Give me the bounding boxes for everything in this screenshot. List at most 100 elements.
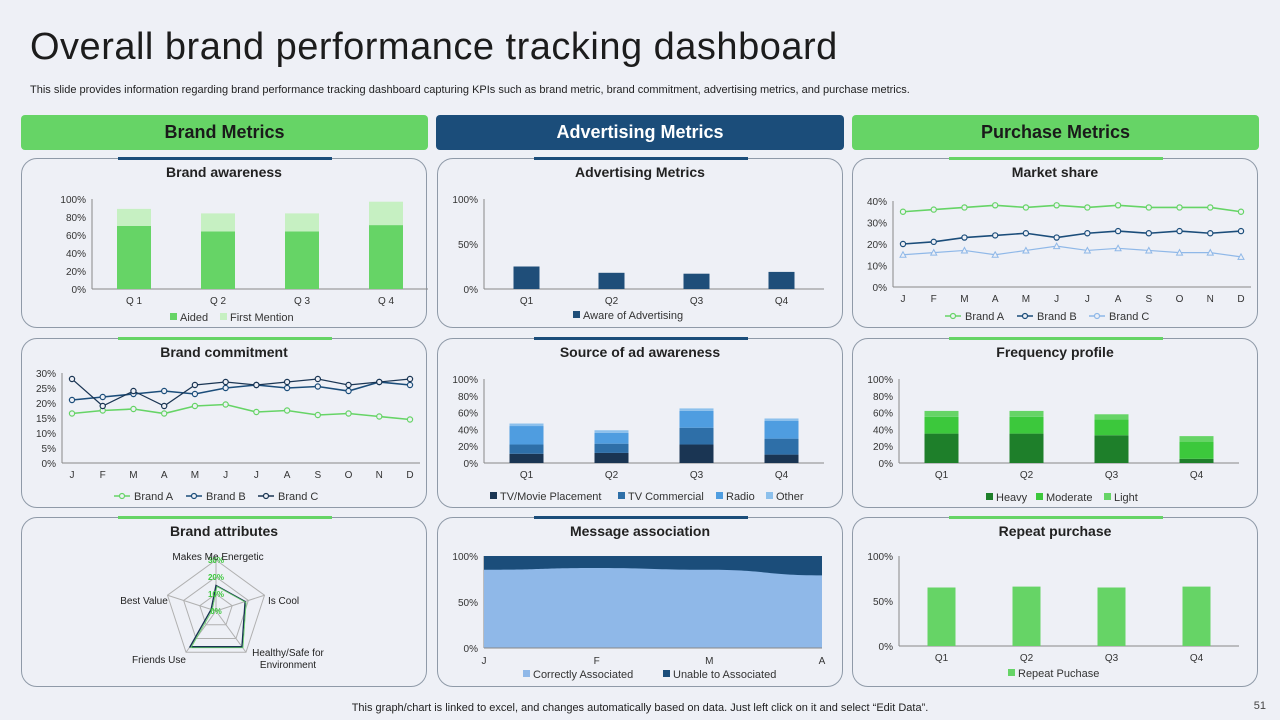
x-tick-label: D: [1237, 294, 1244, 305]
y-tick-label: 100%: [60, 195, 86, 206]
legend-label: Moderate: [1046, 492, 1092, 504]
bar-segment: [764, 418, 799, 421]
x-tick-label: J: [254, 470, 259, 481]
y-tick-label: 100%: [867, 552, 893, 563]
radar-axis-label: Best Value: [120, 596, 168, 607]
data-point: [406, 375, 414, 383]
data-point: [314, 411, 322, 419]
x-tick-label: Q4: [775, 470, 789, 481]
source-of-ad-awareness-chart: 0% 20% 40% 60% 80% 100% Q1 Q2 Q3 Q4 TV/Movie Place…: [452, 375, 824, 503]
y-tick-label: 20%: [66, 267, 86, 278]
x-tick-label: Q2: [605, 470, 619, 481]
bar-segment: [1094, 419, 1129, 436]
area-correctly-associated: [484, 567, 822, 648]
radar-axis-label: Healthy/Safe for Environment: [252, 648, 324, 671]
y-tick-label: 10%: [36, 429, 56, 440]
data-point: [899, 250, 907, 258]
legend-marker: [190, 492, 198, 500]
y-tick-label: 100%: [452, 375, 478, 386]
chart-title: Repeat purchase: [998, 523, 1112, 539]
data-point: [1145, 204, 1153, 211]
legend-label: Other: [776, 491, 804, 503]
data-point: [314, 375, 322, 383]
data-point: [1084, 230, 1091, 237]
x-tick-label: J: [482, 656, 487, 667]
data-point: [406, 381, 414, 389]
data-point: [191, 402, 199, 410]
data-point: [991, 202, 999, 209]
x-tick-label: F: [594, 656, 600, 667]
section-header-brand-metrics: Brand Metrics: [21, 115, 428, 150]
chart-title: Advertising Metrics: [575, 164, 705, 180]
y-tick-label: 80%: [873, 392, 893, 403]
panel-accent: [534, 516, 748, 519]
x-tick-label: M: [191, 470, 199, 481]
series-line: [71, 378, 411, 407]
bar-segment: [594, 432, 629, 444]
bar-segment: [117, 226, 151, 289]
data-point: [1114, 202, 1122, 209]
x-tick-label: Q 3: [294, 296, 311, 307]
y-tick-label: 0%: [72, 285, 87, 296]
data-point: [1207, 204, 1214, 211]
legend-swatch: [716, 492, 723, 499]
data-point: [1114, 244, 1122, 252]
y-tick-label: 40%: [873, 425, 893, 436]
legend-label: Brand B: [206, 491, 246, 503]
bar-segment: [285, 231, 319, 289]
y-tick-label: 0%: [464, 459, 479, 470]
x-tick-label: S: [314, 470, 321, 481]
bar-segment: [594, 443, 629, 453]
panel-market-share: Market share 0% 10% 20% 30% 40% J F M A M J J A S O N D B…: [852, 157, 1258, 328]
radar-tick-label: 30%: [208, 556, 224, 565]
x-tick-label: Q1: [935, 470, 949, 481]
radar-axis-label: Friends Use: [132, 655, 186, 666]
panel-frequency-profile: Frequency profile 0% 20% 40% 60% 80% 100% Q1 Q2…: [852, 337, 1258, 508]
section-header-purchase-metrics: Purchase Metrics: [852, 115, 1259, 150]
bar-segment: [117, 208, 151, 226]
bar-segment: [1094, 414, 1129, 420]
radar-spoke: [167, 594, 217, 612]
data-point: [99, 402, 106, 410]
x-tick-label: J: [70, 470, 75, 481]
x-tick-label: O: [345, 470, 353, 481]
data-point: [376, 378, 383, 386]
legend-swatch: [490, 492, 497, 499]
y-tick-label: 30%: [36, 369, 56, 380]
y-tick-label: 0%: [464, 285, 479, 296]
legend-label: Light: [1114, 492, 1138, 504]
data-point: [1052, 242, 1061, 250]
panel-accent: [118, 516, 332, 519]
x-tick-label: A: [284, 470, 291, 481]
bar-segment: [1182, 586, 1211, 646]
data-point: [1237, 208, 1245, 215]
legend-marker: [1093, 312, 1101, 320]
y-tick-label: 80%: [66, 213, 86, 224]
data-point: [899, 240, 907, 248]
bar-segment: [369, 225, 403, 289]
y-tick-label: 40%: [66, 249, 86, 260]
bar-segment: [924, 416, 959, 434]
panel-accent: [949, 337, 1163, 340]
legend-swatch: [170, 313, 177, 320]
legend-label: Brand B: [1037, 311, 1077, 323]
bar-segment: [764, 454, 799, 463]
x-tick-label: Q2: [1020, 470, 1034, 481]
series-line: [902, 230, 1242, 245]
y-tick-label: 100%: [452, 552, 478, 563]
y-tick-label: 15%: [36, 414, 56, 425]
data-point: [222, 401, 229, 408]
data-point: [345, 387, 352, 395]
x-tick-label: A: [819, 656, 826, 667]
chart-title: Frequency profile: [996, 344, 1114, 360]
bar-segment: [768, 271, 795, 289]
data-point: [160, 387, 168, 395]
legend-swatch: [220, 313, 227, 320]
bar-segment: [1009, 433, 1044, 463]
bar-segment: [679, 444, 714, 463]
data-point: [1175, 248, 1184, 256]
legend-label: Radio: [726, 491, 755, 503]
chart-title: Brand commitment: [160, 344, 288, 360]
brand-awareness-chart: 0% 20% 40% 60% 80% 100% Q 1 Q 2 Q 3 Q 4 Aided First…: [60, 195, 428, 324]
data-point: [160, 410, 168, 417]
